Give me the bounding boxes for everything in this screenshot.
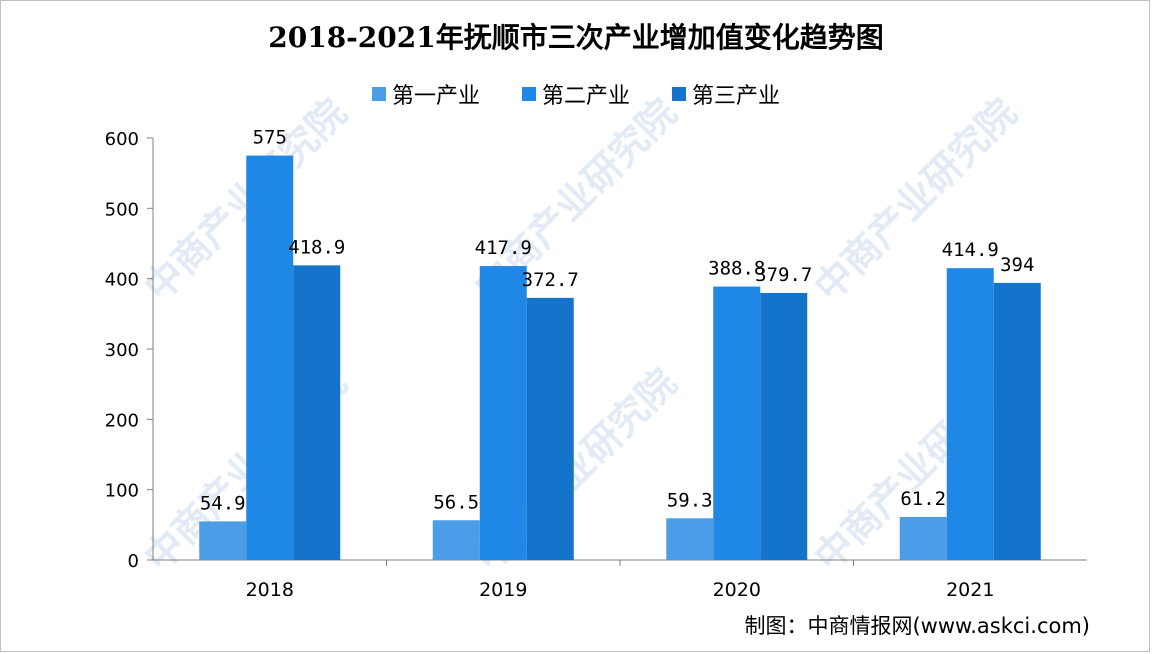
data-label: 418.9 (288, 236, 345, 258)
x-tick-label: 2019 (479, 579, 527, 601)
bar (246, 155, 294, 561)
legend-swatch-tertiary (672, 87, 686, 101)
bar (760, 292, 808, 560)
chart-legend: 第一产业 第二产业 第三产业 (0, 78, 1152, 110)
legend-label-primary: 第一产业 (391, 84, 480, 109)
y-tick-label: 400 (105, 270, 139, 291)
bar (993, 282, 1041, 560)
data-label: 54.9 (200, 492, 246, 514)
data-label: 56.5 (433, 491, 479, 513)
bar (479, 266, 527, 560)
bar (666, 518, 714, 560)
data-label: 372.7 (522, 269, 579, 291)
y-tick-label: 600 (105, 129, 139, 150)
data-label: 417.9 (475, 237, 532, 259)
bar (432, 520, 480, 560)
legend-swatch-secondary (521, 87, 536, 101)
bar (946, 268, 994, 560)
y-tick-label: 500 (105, 199, 139, 220)
bar (526, 297, 574, 560)
data-label: 61.2 (900, 488, 946, 510)
legend-swatch-primary (371, 87, 386, 101)
source-credit: 制图：中商情报网(www.askci.com) (744, 614, 1090, 638)
data-label: 388.8 (708, 258, 765, 280)
data-label: 414.9 (942, 239, 999, 261)
y-tick-label: 300 (105, 340, 139, 361)
legend-item-tertiary: 第三产业 (672, 78, 780, 110)
legend-item-primary: 第一产业 (371, 78, 480, 110)
bar (293, 265, 341, 560)
x-tick-label: 2020 (713, 579, 761, 601)
bar (899, 516, 947, 560)
data-label: 59.3 (667, 489, 713, 511)
bar (713, 286, 761, 560)
legend-item-secondary: 第二产业 (521, 78, 630, 110)
chart-title: 2018-2021年抚顺市三次产业增加值变化趋势图 (268, 21, 884, 54)
data-label: 575 (253, 127, 287, 149)
bar (199, 521, 247, 560)
data-label: 394 (1000, 254, 1034, 276)
y-tick-label: 0 (128, 551, 139, 572)
legend-label-secondary: 第二产业 (541, 84, 630, 109)
y-tick-label: 100 (105, 481, 139, 502)
data-label: 379.7 (755, 264, 812, 286)
y-tick-label: 200 (105, 410, 139, 431)
legend-label-tertiary: 第三产业 (692, 84, 781, 109)
x-tick-label: 2021 (946, 579, 994, 601)
x-tick-label: 2018 (246, 579, 294, 601)
